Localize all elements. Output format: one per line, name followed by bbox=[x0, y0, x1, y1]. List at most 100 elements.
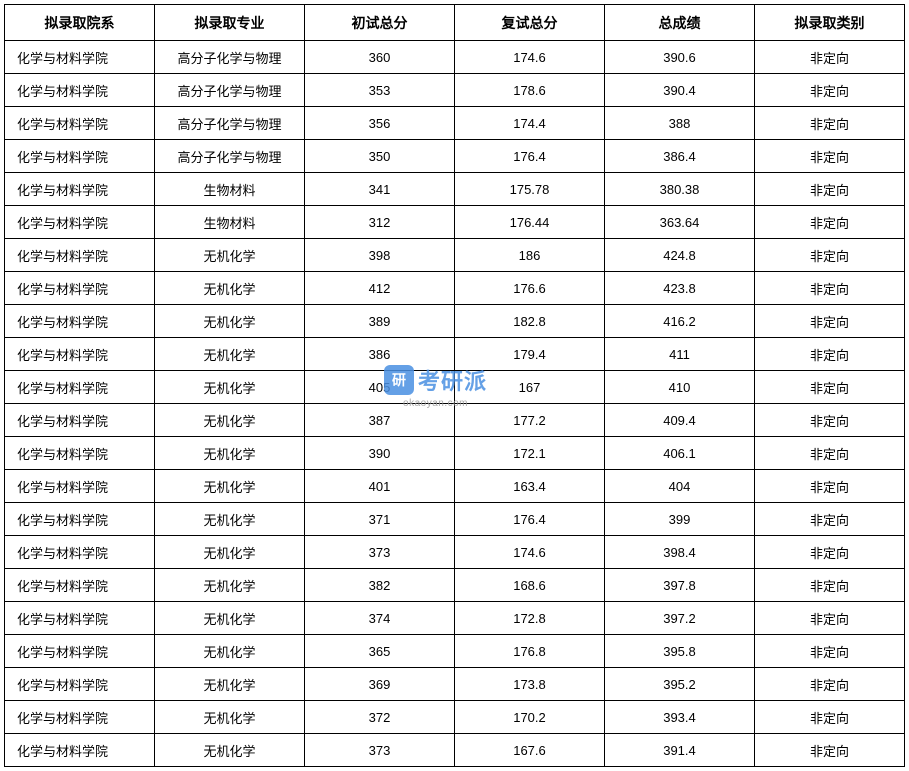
table-cell: 无机化学 bbox=[155, 470, 305, 503]
table-cell: 生物材料 bbox=[155, 173, 305, 206]
table-cell: 412 bbox=[305, 272, 455, 305]
table-cell: 380.38 bbox=[605, 173, 755, 206]
table-cell: 386.4 bbox=[605, 140, 755, 173]
table-cell: 非定向 bbox=[755, 404, 905, 437]
table-row: 化学与材料学院生物材料341175.78380.38非定向 bbox=[5, 173, 905, 206]
table-cell: 化学与材料学院 bbox=[5, 41, 155, 74]
table-cell: 化学与材料学院 bbox=[5, 701, 155, 734]
table-cell: 399 bbox=[605, 503, 755, 536]
table-cell: 176.4 bbox=[455, 140, 605, 173]
table-cell: 176.4 bbox=[455, 503, 605, 536]
table-cell: 175.78 bbox=[455, 173, 605, 206]
table-cell: 172.1 bbox=[455, 437, 605, 470]
table-cell: 非定向 bbox=[755, 140, 905, 173]
col-header-dept: 拟录取院系 bbox=[5, 5, 155, 41]
table-cell: 无机化学 bbox=[155, 272, 305, 305]
table-cell: 170.2 bbox=[455, 701, 605, 734]
table-cell: 非定向 bbox=[755, 206, 905, 239]
table-row: 化学与材料学院生物材料312176.44363.64非定向 bbox=[5, 206, 905, 239]
table-cell: 化学与材料学院 bbox=[5, 404, 155, 437]
table-row: 化学与材料学院无机化学382168.6397.8非定向 bbox=[5, 569, 905, 602]
table-cell: 生物材料 bbox=[155, 206, 305, 239]
table-cell: 373 bbox=[305, 536, 455, 569]
table-cell: 389 bbox=[305, 305, 455, 338]
table-row: 化学与材料学院高分子化学与物理353178.6390.4非定向 bbox=[5, 74, 905, 107]
table-cell: 化学与材料学院 bbox=[5, 173, 155, 206]
table-cell: 186 bbox=[455, 239, 605, 272]
col-header-category: 拟录取类别 bbox=[755, 5, 905, 41]
table-row: 化学与材料学院无机化学371176.4399非定向 bbox=[5, 503, 905, 536]
table-cell: 非定向 bbox=[755, 272, 905, 305]
table-cell: 372 bbox=[305, 701, 455, 734]
table-row: 化学与材料学院高分子化学与物理356174.4388非定向 bbox=[5, 107, 905, 140]
table-row: 化学与材料学院无机化学412176.6423.8非定向 bbox=[5, 272, 905, 305]
table-cell: 350 bbox=[305, 140, 455, 173]
table-row: 化学与材料学院无机化学372170.2393.4非定向 bbox=[5, 701, 905, 734]
table-cell: 无机化学 bbox=[155, 536, 305, 569]
table-cell: 非定向 bbox=[755, 668, 905, 701]
table-cell: 176.6 bbox=[455, 272, 605, 305]
table-cell: 无机化学 bbox=[155, 701, 305, 734]
table-cell: 无机化学 bbox=[155, 503, 305, 536]
table-cell: 388 bbox=[605, 107, 755, 140]
col-header-retest-score: 复试总分 bbox=[455, 5, 605, 41]
table-cell: 393.4 bbox=[605, 701, 755, 734]
table-cell: 178.6 bbox=[455, 74, 605, 107]
table-row: 化学与材料学院无机化学386179.4411非定向 bbox=[5, 338, 905, 371]
col-header-initial-score: 初试总分 bbox=[305, 5, 455, 41]
table-row: 化学与材料学院无机化学373174.6398.4非定向 bbox=[5, 536, 905, 569]
table-cell: 非定向 bbox=[755, 41, 905, 74]
table-cell: 177.2 bbox=[455, 404, 605, 437]
table-cell: 404 bbox=[605, 470, 755, 503]
table-cell: 312 bbox=[305, 206, 455, 239]
table-header-row: 拟录取院系 拟录取专业 初试总分 复试总分 总成绩 拟录取类别 bbox=[5, 5, 905, 41]
table-row: 化学与材料学院无机化学390172.1406.1非定向 bbox=[5, 437, 905, 470]
table-cell: 356 bbox=[305, 107, 455, 140]
table-cell: 406.1 bbox=[605, 437, 755, 470]
table-row: 化学与材料学院高分子化学与物理350176.4386.4非定向 bbox=[5, 140, 905, 173]
table-cell: 398.4 bbox=[605, 536, 755, 569]
table-cell: 365 bbox=[305, 635, 455, 668]
table-cell: 化学与材料学院 bbox=[5, 107, 155, 140]
table-cell: 无机化学 bbox=[155, 338, 305, 371]
table-cell: 无机化学 bbox=[155, 239, 305, 272]
table-cell: 化学与材料学院 bbox=[5, 437, 155, 470]
table-cell: 非定向 bbox=[755, 635, 905, 668]
table-cell: 163.4 bbox=[455, 470, 605, 503]
table-cell: 非定向 bbox=[755, 470, 905, 503]
table-cell: 360 bbox=[305, 41, 455, 74]
table-cell: 化学与材料学院 bbox=[5, 635, 155, 668]
table-cell: 化学与材料学院 bbox=[5, 272, 155, 305]
table-cell: 176.8 bbox=[455, 635, 605, 668]
table-cell: 176.44 bbox=[455, 206, 605, 239]
col-header-major: 拟录取专业 bbox=[155, 5, 305, 41]
table-cell: 化学与材料学院 bbox=[5, 602, 155, 635]
table-cell: 174.4 bbox=[455, 107, 605, 140]
table-cell: 397.8 bbox=[605, 569, 755, 602]
table-cell: 高分子化学与物理 bbox=[155, 140, 305, 173]
table-cell: 非定向 bbox=[755, 569, 905, 602]
table-cell: 363.64 bbox=[605, 206, 755, 239]
table-cell: 高分子化学与物理 bbox=[155, 107, 305, 140]
table-row: 化学与材料学院无机化学405167410非定向 bbox=[5, 371, 905, 404]
table-cell: 410 bbox=[605, 371, 755, 404]
table-cell: 369 bbox=[305, 668, 455, 701]
table-cell: 非定向 bbox=[755, 536, 905, 569]
table-cell: 无机化学 bbox=[155, 404, 305, 437]
table-cell: 非定向 bbox=[755, 437, 905, 470]
table-cell: 高分子化学与物理 bbox=[155, 41, 305, 74]
table-cell: 182.8 bbox=[455, 305, 605, 338]
table-cell: 非定向 bbox=[755, 239, 905, 272]
table-cell: 382 bbox=[305, 569, 455, 602]
table-cell: 390.4 bbox=[605, 74, 755, 107]
table-cell: 化学与材料学院 bbox=[5, 206, 155, 239]
table-cell: 无机化学 bbox=[155, 437, 305, 470]
table-cell: 179.4 bbox=[455, 338, 605, 371]
table-cell: 化学与材料学院 bbox=[5, 569, 155, 602]
admission-table: 拟录取院系 拟录取专业 初试总分 复试总分 总成绩 拟录取类别 化学与材料学院高… bbox=[4, 4, 905, 767]
table-row: 化学与材料学院无机化学369173.8395.2非定向 bbox=[5, 668, 905, 701]
table-row: 化学与材料学院无机化学374172.8397.2非定向 bbox=[5, 602, 905, 635]
table-cell: 化学与材料学院 bbox=[5, 338, 155, 371]
table-cell: 无机化学 bbox=[155, 635, 305, 668]
table-cell: 174.6 bbox=[455, 41, 605, 74]
